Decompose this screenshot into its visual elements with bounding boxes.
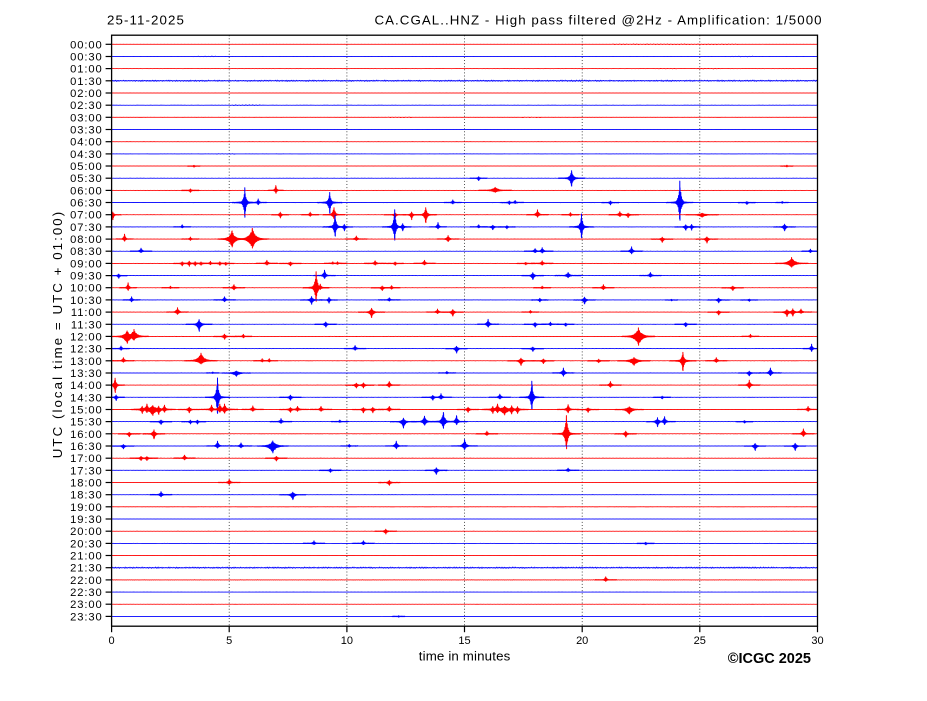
svg-text:05:00: 05:00: [70, 161, 103, 173]
svg-text:14:00: 14:00: [70, 380, 103, 392]
svg-text:16:00: 16:00: [70, 429, 103, 441]
svg-text:12:30: 12:30: [70, 344, 103, 356]
svg-text:01:30: 01:30: [70, 76, 103, 88]
svg-text:16:30: 16:30: [70, 441, 103, 453]
svg-text:09:30: 09:30: [70, 271, 103, 283]
svg-text:20:00: 20:00: [70, 526, 103, 538]
svg-text:22:30: 22:30: [70, 587, 103, 599]
svg-text:04:30: 04:30: [70, 149, 103, 161]
svg-text:07:00: 07:00: [70, 210, 103, 222]
svg-text:19:30: 19:30: [70, 514, 103, 526]
svg-text:21:00: 21:00: [70, 551, 103, 563]
svg-text:10:00: 10:00: [70, 283, 103, 295]
svg-text:12:00: 12:00: [70, 331, 103, 343]
svg-text:21:30: 21:30: [70, 563, 103, 575]
svg-text:5: 5: [226, 635, 232, 647]
svg-text:07:30: 07:30: [70, 222, 103, 234]
svg-text:UTC (local time = UTC + 01:00): UTC (local time = UTC + 01:00): [50, 210, 65, 458]
svg-text:08:30: 08:30: [70, 246, 103, 258]
svg-text:17:30: 17:30: [70, 465, 103, 477]
svg-text:13:30: 13:30: [70, 368, 103, 380]
svg-text:CA.CGAL..HNZ - High pass filte: CA.CGAL..HNZ - High pass filtered @2Hz -…: [374, 13, 822, 28]
svg-text:15: 15: [458, 635, 470, 647]
svg-text:15:30: 15:30: [70, 417, 103, 429]
svg-text:05:30: 05:30: [70, 173, 103, 185]
svg-text:00:00: 00:00: [70, 39, 103, 51]
svg-text:06:30: 06:30: [70, 198, 103, 210]
svg-text:20: 20: [576, 635, 588, 647]
svg-text:08:00: 08:00: [70, 234, 103, 246]
svg-text:23:00: 23:00: [70, 599, 103, 611]
svg-text:23:30: 23:30: [70, 611, 103, 623]
svg-text:09:00: 09:00: [70, 258, 103, 270]
svg-text:18:30: 18:30: [70, 490, 103, 502]
svg-text:10:30: 10:30: [70, 295, 103, 307]
svg-text:04:00: 04:00: [70, 137, 103, 149]
svg-text:20:30: 20:30: [70, 538, 103, 550]
svg-text:25-11-2025: 25-11-2025: [107, 13, 185, 28]
svg-text:01:00: 01:00: [70, 64, 103, 76]
svg-text:03:00: 03:00: [70, 112, 103, 124]
svg-text:17:00: 17:00: [70, 453, 103, 465]
svg-text:02:30: 02:30: [70, 100, 103, 112]
svg-text:0: 0: [109, 635, 115, 647]
svg-text:06:00: 06:00: [70, 185, 103, 197]
svg-text:25: 25: [694, 635, 706, 647]
svg-text:11:00: 11:00: [71, 307, 103, 319]
svg-text:00:30: 00:30: [70, 52, 103, 64]
svg-text:02:00: 02:00: [70, 88, 103, 100]
svg-text:30: 30: [811, 635, 823, 647]
svg-text:22:00: 22:00: [70, 575, 103, 587]
svg-text:03:30: 03:30: [70, 125, 103, 137]
svg-text:13:00: 13:00: [70, 356, 103, 368]
svg-text:15:00: 15:00: [70, 405, 103, 417]
svg-text:19:00: 19:00: [70, 502, 103, 514]
svg-text:14:30: 14:30: [70, 392, 103, 404]
svg-text:18:00: 18:00: [70, 478, 103, 490]
svg-text:10: 10: [341, 635, 353, 647]
svg-text:11:30: 11:30: [71, 319, 103, 331]
svg-text:time in minutes: time in minutes: [419, 648, 511, 663]
svg-text:©ICGC 2025: ©ICGC 2025: [728, 651, 811, 667]
